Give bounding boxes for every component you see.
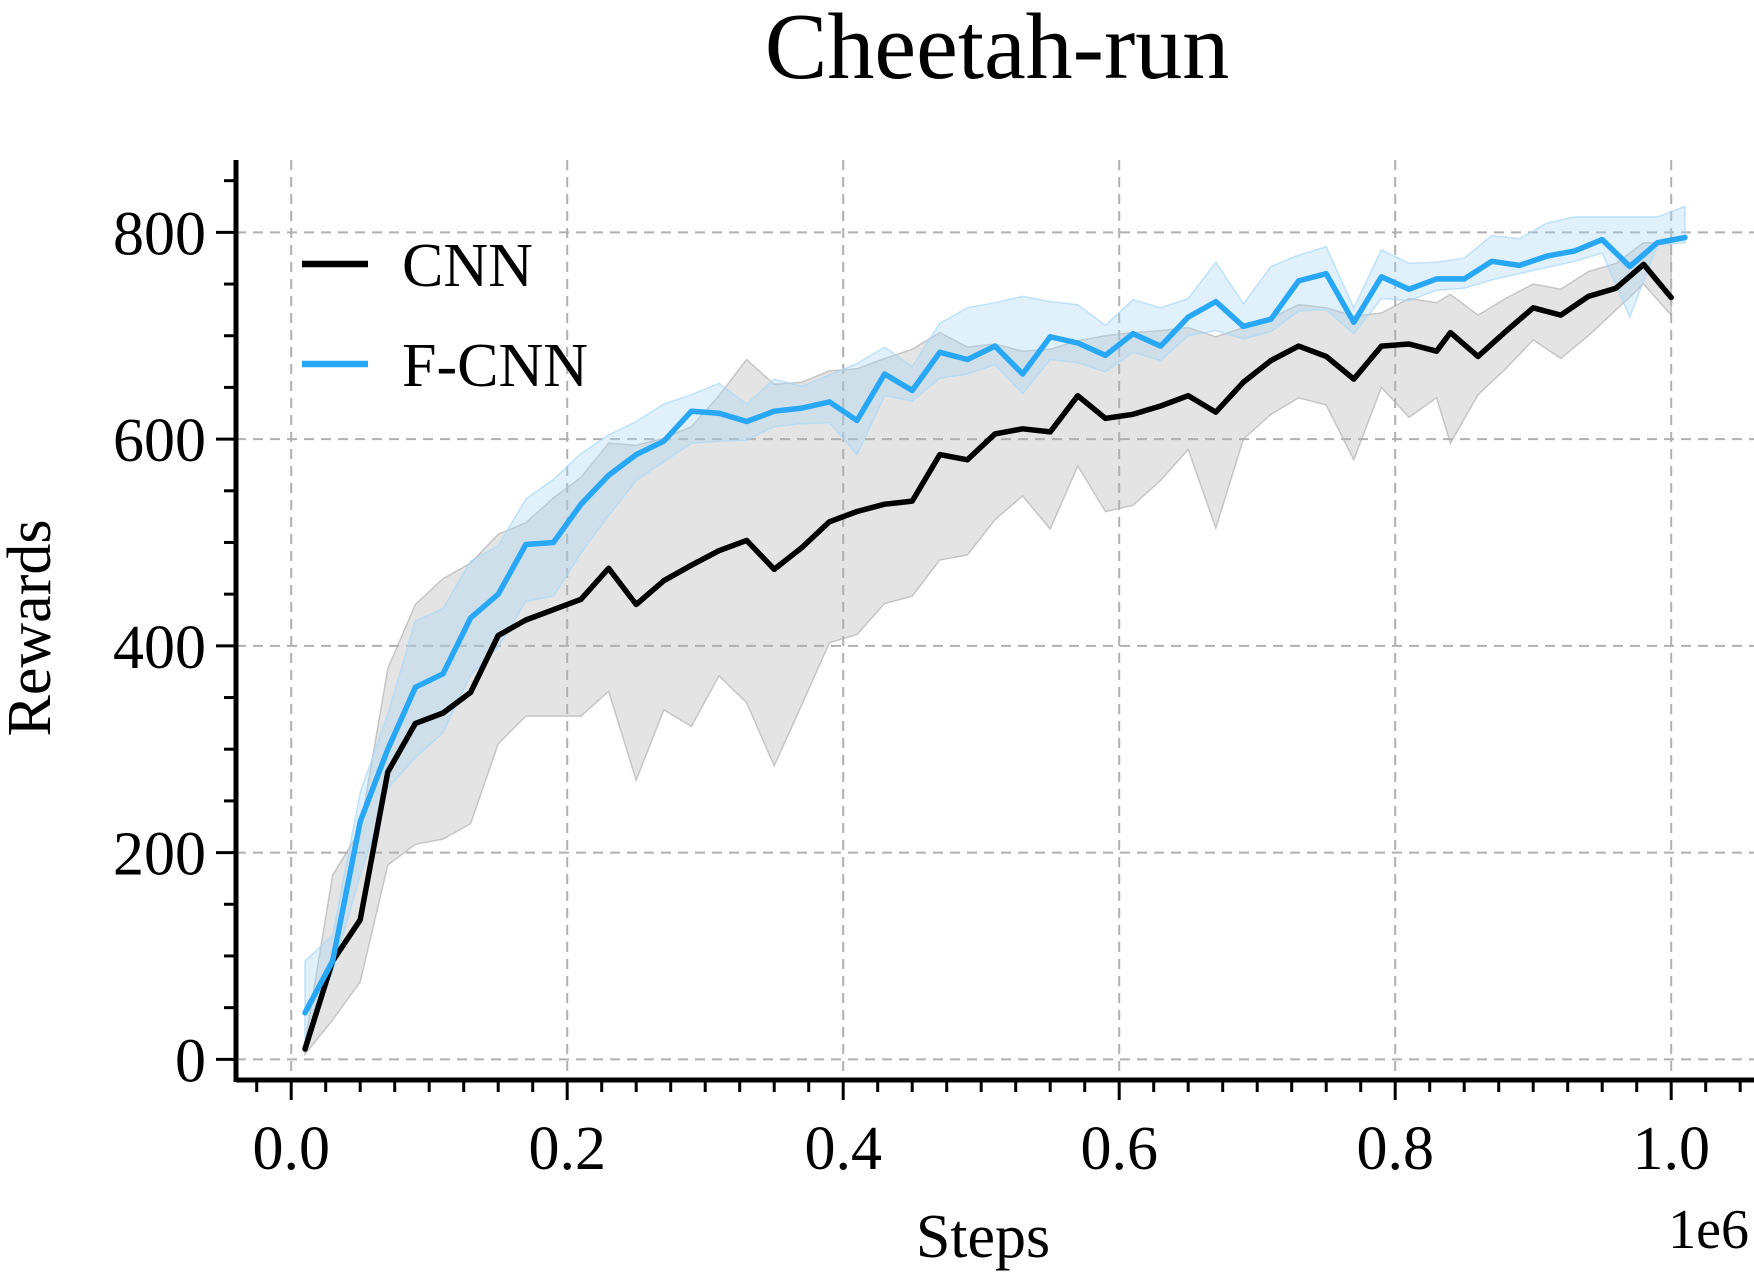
legend-label-cnn: CNN	[402, 232, 533, 300]
legend-label-f-cnn: F-CNN	[402, 332, 588, 400]
x-axis-label: Steps	[916, 1203, 1050, 1271]
chart-title: Cheetah-run	[765, 0, 1230, 99]
axes	[233, 160, 1754, 1083]
y-tick-label-4: 800	[113, 200, 206, 268]
confidence-bands	[304, 205, 1686, 1057]
x-tick-label-3: 0.6	[1080, 1115, 1158, 1183]
y-tick-label-0: 0	[175, 1027, 206, 1095]
x-tick-label-5: 1.0	[1632, 1115, 1710, 1183]
y-tick-label-1: 200	[113, 821, 206, 889]
y-axis-label: Rewards	[0, 520, 64, 737]
f-cnn-confidence-band	[304, 205, 1686, 1039]
x-tick-label-4: 0.8	[1356, 1115, 1434, 1183]
x-tick-label-2: 0.4	[804, 1115, 882, 1183]
ticks: 0.0 0.2 0.4 0.6 0.8 1.0 0 200 400 600 800	[113, 179, 1742, 1183]
y-tick-label-2: 400	[113, 614, 206, 682]
x-tick-label-0: 0.0	[252, 1115, 330, 1183]
y-tick-label-3: 600	[113, 407, 206, 475]
f-cnn-series-line	[302, 234, 1688, 1016]
series-lines	[302, 234, 1688, 1052]
x-tick-label-1: 0.2	[528, 1115, 606, 1183]
cnn-series-line	[302, 261, 1674, 1052]
x-axis-offset-label: 1e6	[1668, 1199, 1749, 1261]
cnn-confidence-band	[304, 241, 1672, 1057]
legend: CNN F-CNN	[302, 232, 588, 400]
